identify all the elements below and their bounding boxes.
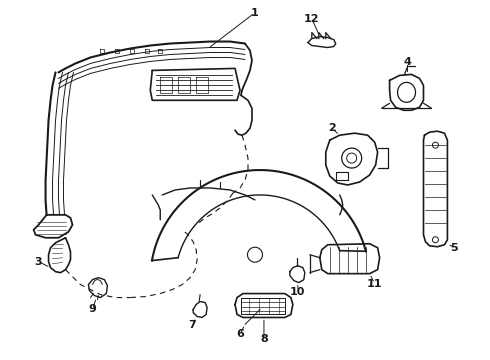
- Text: 4: 4: [404, 58, 412, 67]
- Text: 1: 1: [251, 8, 259, 18]
- Text: 3: 3: [35, 257, 43, 267]
- Text: 5: 5: [451, 243, 458, 253]
- Text: 11: 11: [367, 279, 382, 289]
- Text: 9: 9: [89, 305, 97, 315]
- Text: 10: 10: [290, 287, 306, 297]
- Text: 12: 12: [304, 14, 319, 24]
- Text: 2: 2: [328, 123, 336, 133]
- Text: 8: 8: [260, 334, 268, 345]
- Text: 7: 7: [188, 320, 196, 330]
- Text: 6: 6: [236, 329, 244, 339]
